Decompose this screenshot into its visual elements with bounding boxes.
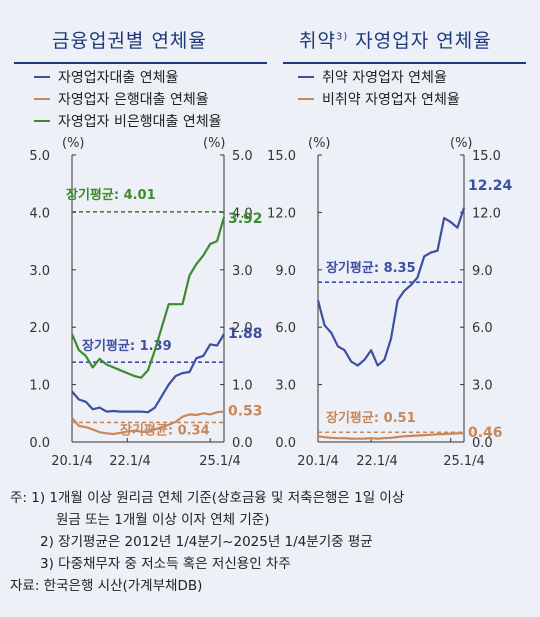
y-tick-label-right: 3.0: [472, 379, 493, 394]
y-tick-label-right: 12.0: [472, 206, 501, 221]
note-line: 2) 장기평균은 2012년 1/4분기~2025년 1/4분기중 평균: [40, 534, 373, 550]
y-axis-unit-left: (%): [308, 136, 331, 151]
x-tick-label: 25.1/4: [443, 454, 485, 469]
chart2-title-text: 취약3) 자영업자 연체율: [299, 30, 492, 52]
y-tick-label-left: 12.0: [267, 206, 296, 221]
note-line: 3) 다중채무자 중 저소득 혹은 저신용인 차주: [40, 556, 291, 572]
y-tick-label-left: 0.0: [275, 436, 296, 451]
y-tick-label-right: 9.0: [472, 264, 493, 279]
average-label: 장기평균: 1.39: [82, 338, 172, 354]
legend-swatch: [34, 98, 50, 100]
average-label: 장기평균: 8.35: [326, 260, 416, 276]
y-tick-label-right: 0.0: [232, 436, 253, 451]
note-line: 자료: 한국은행 시산(가계부채DB): [10, 578, 203, 594]
legend-swatch: [34, 76, 50, 78]
y-tick-label-left: 0.0: [29, 436, 50, 451]
y-tick-label-left: 4.0: [29, 206, 50, 221]
end-value-label: 0.53: [228, 404, 263, 420]
series-line: [316, 207, 466, 367]
y-tick-label-right: 6.0: [472, 321, 493, 336]
note-line: 원금 또는 1개월 이상 이자 연체 기준): [56, 512, 270, 528]
legend-label: 취약 자영업자 연체율: [322, 70, 447, 86]
y-tick-label-left: 2.0: [29, 321, 50, 336]
y-tick-label-left: 15.0: [267, 149, 296, 164]
series-line: [317, 432, 465, 440]
end-value-label: 12.24: [468, 178, 513, 194]
chart2-title-footnote: 3): [335, 31, 349, 43]
y-tick-label-right: 3.0: [232, 264, 253, 279]
y-tick-label-left: 3.0: [275, 379, 296, 394]
legend-item: 자영업자 비은행대출 연체율: [34, 110, 221, 132]
y-axis-unit-right: (%): [203, 136, 226, 151]
y-tick-label-left: 5.0: [29, 149, 50, 164]
legend-label: 자영업자 은행대출 연체율: [58, 92, 209, 108]
series-line: [71, 410, 225, 436]
y-tick-label-left: 6.0: [275, 321, 296, 336]
average-label: 장기평균: 0.34: [120, 422, 210, 438]
y-axis-unit-left: (%): [62, 136, 85, 151]
average-label: 장기평균: 0.51: [326, 410, 416, 426]
y-tick-label-right: 1.0: [232, 379, 253, 394]
x-tick-label: 25.1/4: [199, 454, 241, 469]
legend-item: 취약 자영업자 연체율: [298, 66, 460, 88]
legend-item: 자영업자 은행대출 연체율: [34, 88, 221, 110]
legend-swatch: [34, 120, 50, 122]
chart1-legend: 자영업자대출 연체율 자영업자 은행대출 연체율 자영업자 비은행대출 연체율: [34, 66, 221, 132]
chart2-title-rule: [283, 62, 526, 64]
x-tick-label: 22.1/4: [356, 454, 398, 469]
notes: 주: 1) 1개월 이상 원리금 연체 기준(상호금융 및 저축은행은 1일 이…: [10, 487, 404, 597]
y-tick-label-right: 2.0: [232, 321, 253, 336]
series-line: [71, 333, 225, 414]
chart1-title-rule: [14, 62, 267, 64]
end-value-label: 1.88: [228, 326, 263, 342]
chart2-legend: 취약 자영업자 연체율 비취약 자영업자 연체율: [298, 66, 460, 110]
y-tick-label-left: 3.0: [29, 264, 50, 279]
end-value-label: 0.46: [468, 425, 503, 441]
y-axis-unit-right: (%): [450, 136, 473, 151]
legend-label: 자영업자대출 연체율: [58, 70, 179, 86]
note-line: 주: 1) 1개월 이상 원리금 연체 기준(상호금융 및 저축은행은 1일 이…: [10, 490, 405, 506]
legend-item: 자영업자대출 연체율: [34, 66, 221, 88]
legend-swatch: [298, 76, 314, 78]
series-line: [70, 216, 226, 379]
legend-label: 비취약 자영업자 연체율: [322, 92, 460, 108]
chart1-title: 금융업권별 연체율: [52, 30, 207, 52]
x-tick-label: 22.1/4: [109, 454, 151, 469]
chart2-title: 취약3) 자영업자 연체율: [299, 26, 492, 53]
x-tick-label: 20.1/4: [51, 454, 93, 469]
y-tick-label-right: 0.0: [472, 436, 493, 451]
y-tick-label-right: 15.0: [472, 149, 501, 164]
legend-label: 자영업자 비은행대출 연체율: [58, 114, 222, 130]
average-label: 장기평균: 4.01: [66, 187, 156, 203]
y-tick-label-right: 5.0: [232, 149, 253, 164]
y-tick-label-right: 4.0: [232, 206, 253, 221]
y-tick-label-left: 1.0: [29, 379, 50, 394]
end-value-label: 3.92: [228, 211, 263, 227]
x-tick-label: 20.1/4: [297, 454, 339, 469]
legend-item: 비취약 자영업자 연체율: [298, 88, 460, 110]
legend-swatch: [298, 98, 314, 100]
y-tick-label-left: 9.0: [275, 264, 296, 279]
